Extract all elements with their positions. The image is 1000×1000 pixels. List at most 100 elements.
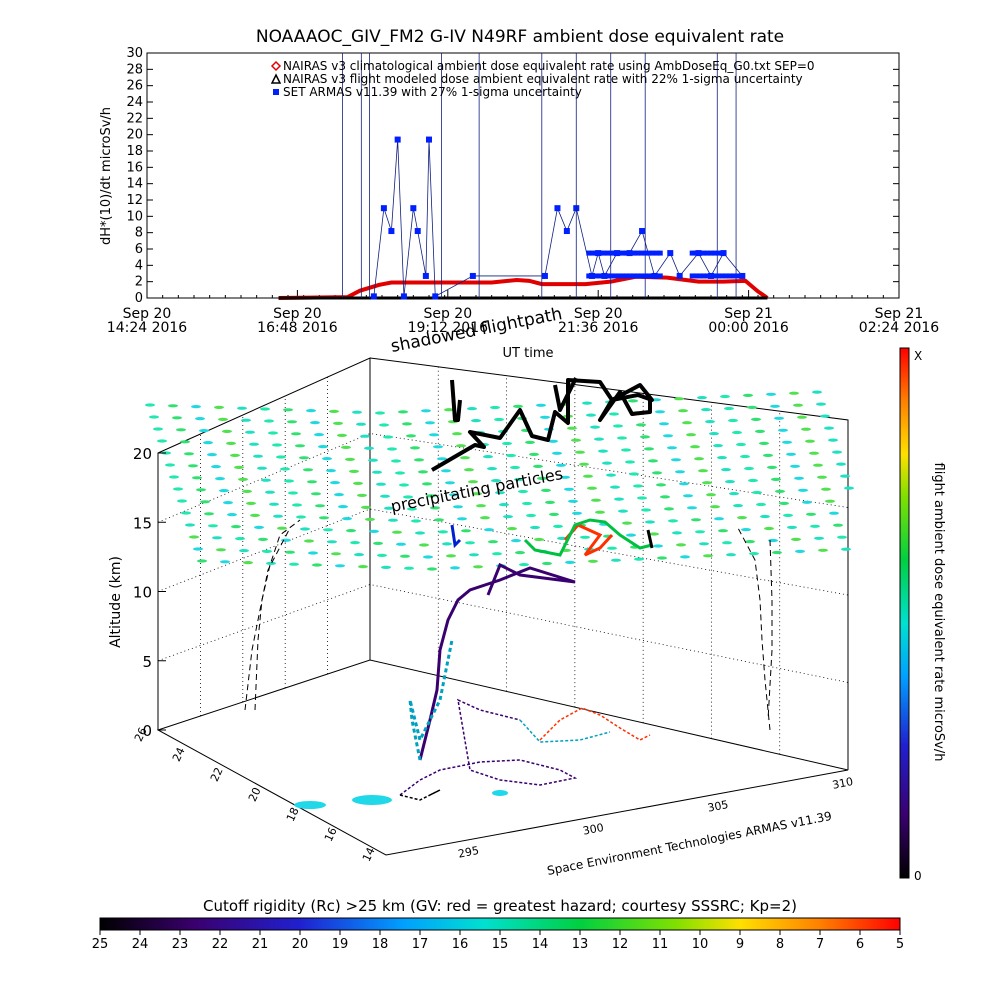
rc-tick-label: 5: [896, 937, 904, 952]
top-y-tick-label: 24: [126, 95, 143, 110]
particle-mark: [360, 434, 370, 438]
particle-mark: [426, 494, 436, 498]
top-y-tick-label: 12: [126, 193, 143, 208]
particle-mark: [741, 528, 751, 532]
rc-tick-label: 12: [612, 937, 629, 952]
particle-mark: [841, 547, 851, 551]
top-x-tick-label: 02:24 2016: [859, 320, 940, 336]
armas-point: [370, 293, 377, 300]
particle-mark: [740, 454, 750, 459]
particle-mark: [586, 413, 596, 417]
armas-point: [727, 273, 733, 279]
particle-mark: [184, 452, 194, 456]
latitude-tick-label: 24: [170, 745, 188, 763]
armas-point: [612, 273, 618, 279]
particle-mark: [145, 403, 155, 407]
particle-mark: [349, 469, 359, 473]
particle-mark: [438, 530, 448, 534]
particle-mark: [594, 437, 604, 441]
particle-mark: [381, 565, 391, 570]
particle-mark: [380, 494, 390, 498]
armas-point: [605, 273, 611, 279]
armas-line: [373, 139, 743, 298]
particle-mark: [660, 495, 670, 499]
armas-point: [712, 250, 718, 256]
particle-mark: [490, 405, 500, 410]
top-y-tick-label: 28: [126, 62, 143, 77]
particle-mark: [714, 517, 724, 521]
particle-mark: [534, 537, 544, 542]
wall-grid-line: [157, 584, 849, 683]
particle-mark: [745, 540, 755, 544]
altitude-tick-label: 5: [142, 653, 152, 671]
particle-mark: [522, 501, 532, 506]
armas-point: [716, 250, 722, 256]
particle-mark: [756, 502, 766, 507]
armas-point: [586, 273, 592, 279]
particle-mark: [260, 407, 270, 411]
rc-tick-label: 20: [292, 937, 309, 952]
top-x-tick-label: Sep 20: [574, 306, 623, 322]
particle-mark: [266, 561, 276, 566]
particle-mark: [280, 467, 290, 471]
particle-mark: [513, 404, 523, 408]
legend-label: NAIRAS v3 climatological ambient dose eq…: [283, 59, 815, 73]
particle-mark: [766, 392, 776, 396]
particle-mark: [197, 559, 207, 563]
particle-mark: [353, 481, 363, 485]
particle-mark: [365, 517, 375, 522]
particle-mark: [610, 485, 620, 489]
armas-point: [700, 273, 706, 279]
particle-mark: [622, 521, 632, 525]
particle-mark: [634, 557, 644, 561]
particle-mark: [172, 416, 182, 420]
particle-mark: [361, 505, 371, 509]
particle-mark: [396, 542, 406, 546]
particle-mark: [751, 417, 761, 421]
particle-mark: [433, 445, 443, 449]
particle-mark: [471, 419, 481, 423]
left-back-wall: [157, 357, 371, 730]
particle-mark: [261, 478, 271, 482]
particle-mark: [759, 441, 769, 445]
particle-mark: [356, 422, 366, 426]
particle-mark: [195, 417, 205, 421]
particle-mark: [196, 488, 206, 492]
particle-mark: [545, 500, 555, 504]
particle-mark: [540, 415, 550, 419]
particle-mark: [583, 474, 593, 478]
particle-mark: [637, 496, 647, 500]
particle-mark: [536, 403, 546, 407]
particle-mark: [425, 421, 435, 425]
particle-mark: [295, 444, 305, 448]
particle-mark: [220, 560, 230, 564]
particle-mark: [749, 552, 759, 556]
particle-mark: [318, 445, 328, 449]
particle-mark: [810, 524, 820, 528]
particle-mark: [722, 541, 732, 545]
particle-mark: [456, 444, 466, 448]
armas-point: [597, 273, 603, 279]
particle-mark: [732, 430, 742, 435]
particle-mark: [828, 438, 838, 442]
particle-mark: [165, 463, 175, 467]
particle-mark: [553, 524, 563, 529]
top-series-group: [278, 53, 769, 300]
particle-mark: [548, 439, 558, 443]
particle-mark: [729, 492, 739, 496]
particle-mark: [519, 563, 529, 567]
wall-grid-line: [157, 508, 849, 596]
particle-mark: [664, 507, 674, 511]
particle-mark: [423, 555, 433, 559]
particle-mark: [675, 470, 685, 474]
top-x-tick-label: 14:24 2016: [107, 320, 188, 336]
particle-mark: [718, 529, 728, 533]
particle-mark: [775, 489, 785, 493]
dose-rate-chart: NOAAAOC_GIV_FM2 G-IV N49RF ambient dose …: [99, 27, 939, 361]
particle-mark: [537, 476, 547, 480]
armas-point: [554, 205, 561, 212]
particle-mark: [483, 455, 493, 459]
legend-marker: [270, 60, 282, 72]
armas-point: [653, 273, 659, 279]
